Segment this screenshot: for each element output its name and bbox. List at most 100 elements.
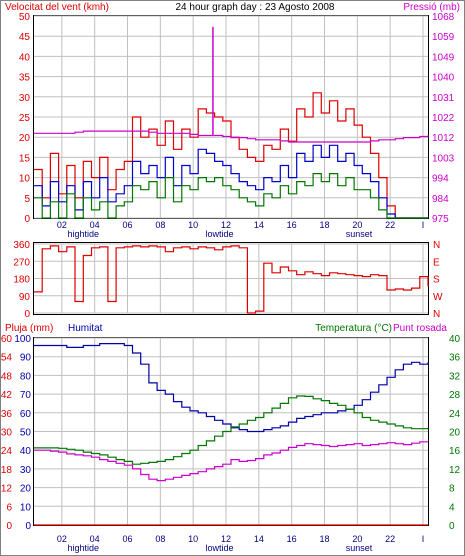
compass-label: E (433, 257, 440, 268)
wind-tick-label: 40 (19, 52, 31, 63)
pressure-tick-label: 984 (432, 194, 449, 205)
wind-tick-label: 35 (19, 73, 31, 84)
pressure-tick-label: 994 (432, 174, 449, 185)
time-tick-label: 14 (254, 220, 264, 230)
time-tick-label: 22 (385, 220, 395, 230)
rain-tick-label: 0 (6, 521, 12, 532)
time-tick-label: 04 (90, 534, 100, 544)
direction-tick-label: 360 (13, 240, 30, 251)
wind-tick-label: 25 (19, 113, 31, 124)
time-tick-label: 02 (57, 220, 67, 230)
event-label: hightide (67, 543, 99, 553)
pressure-tick-label: 1012 (432, 133, 455, 144)
wind-tick-label: 5 (24, 194, 30, 205)
time-tick-label: 08 (155, 220, 165, 230)
humidity-tick-label: 100 (14, 334, 31, 345)
rain-tick-label: 30 (1, 428, 13, 439)
rain-tick-label: 18 (1, 465, 13, 476)
temperature-tick-label: 40 (449, 334, 461, 345)
time-tick-label: 18 (319, 220, 329, 230)
time-tick-label: 06 (122, 534, 132, 544)
time-tick-label: 04 (90, 220, 100, 230)
rain-tick-label: 36 (1, 409, 13, 420)
time-tick-label: 08 (155, 534, 165, 544)
wind-tick-label: 20 (19, 133, 31, 144)
humidity-line (34, 343, 429, 433)
humidity-tick-label: 40 (20, 446, 32, 457)
pressure-tick-label: 1068 (432, 12, 455, 23)
humidity-tick-label: 0 (25, 521, 31, 532)
time-tick-label: 12 (221, 534, 231, 544)
temperature-line (34, 395, 429, 465)
compass-label: S (433, 275, 440, 286)
time-tick-label: 16 (287, 534, 297, 544)
humidity-tick-label: 20 (20, 484, 32, 495)
rain-tick-label: 48 (1, 371, 13, 382)
temperature-tick-label: 32 (449, 371, 461, 382)
temperature-tick-label: 36 (449, 353, 461, 364)
rain-tick-label: 60 (1, 334, 13, 345)
dewpoint-line (34, 441, 428, 482)
time-tick-label: 20 (352, 534, 362, 544)
pressure-axis-label: Pressió (mb) (403, 2, 460, 13)
time-tick-label: 10 (188, 534, 198, 544)
pressure-tick-label: 1031 (432, 93, 455, 104)
temperature-tick-label: 16 (449, 446, 461, 457)
time-tick-label: 20 (352, 220, 362, 230)
time-tick-label: 12 (221, 220, 231, 230)
time-tick-label: 18 (319, 534, 329, 544)
weather-axis-ticks: 0 0 0 6 10 4 12 20 8 18 30 12 24 40 16 30 50 20 36 60 24 42 70… (1, 334, 461, 532)
direction-tick-label: 180 (13, 275, 30, 286)
pressure-tick-label: 975 (432, 214, 449, 225)
temperature-tick-label: 12 (449, 465, 461, 476)
pressure-tick-label: 1059 (432, 32, 455, 43)
pressure-tick-label: 1040 (432, 73, 455, 84)
time-tick-label: 16 (287, 220, 297, 230)
event-label: hightide (67, 229, 99, 239)
wind-gust-line (34, 92, 428, 219)
rain-tick-label: 12 (1, 484, 13, 495)
humidity-tick-label: 60 (20, 409, 32, 420)
wind-tick-label: 30 (19, 93, 31, 104)
wind-axis-ticks: 0 5 10 15 20 25 30 35 40 45 50 975 984 994 1003 1012 102… (19, 12, 455, 225)
temperature-axis-label: Temperatura (°C) (315, 323, 392, 334)
time-tick-label: 06 (122, 220, 132, 230)
temperature-tick-label: 0 (449, 521, 455, 532)
time-tick-label: I (422, 220, 425, 230)
direction-tick-label: 0 (24, 309, 30, 320)
humidity-tick-label: 80 (20, 371, 32, 382)
humidity-tick-label: 90 (20, 353, 32, 364)
direction-marks (34, 245, 429, 314)
wind-average-line (34, 144, 428, 219)
rain-tick-label: 54 (1, 353, 13, 364)
humidity-axis-label: Humitat (68, 323, 103, 334)
wind-tick-label: 15 (19, 153, 31, 164)
event-label: lowtide (206, 229, 234, 239)
direction-line (34, 245, 429, 314)
pressure-line (34, 130, 429, 143)
compass-label: W (433, 292, 443, 303)
temperature-tick-label: 8 (449, 484, 455, 495)
temperature-tick-label: 4 (449, 502, 455, 513)
time-tick-label: 14 (254, 534, 264, 544)
wind-tick-label: 10 (19, 174, 31, 185)
pressure-tick-label: 1003 (432, 153, 455, 164)
dewpoint-axis-label: Punt rosada (393, 323, 447, 334)
humidity-tick-label: 70 (20, 390, 32, 401)
rain-axis-label: Pluja (mm) (5, 323, 53, 334)
compass-label: N (433, 240, 440, 251)
time-tick-label: 02 (57, 534, 67, 544)
time-tick-label: 22 (385, 534, 395, 544)
event-label: sunset (346, 229, 373, 239)
wind-marks (34, 26, 429, 219)
rain-tick-label: 6 (6, 502, 12, 513)
direction-tick-label: 90 (19, 292, 31, 303)
direction-grid (34, 243, 428, 314)
wind-tick-label: 50 (19, 12, 31, 23)
temperature-tick-label: 20 (449, 428, 461, 439)
direction-tick-label: 270 (13, 257, 30, 268)
temperature-tick-label: 28 (449, 390, 461, 401)
wind-tick-label: 45 (19, 32, 31, 43)
